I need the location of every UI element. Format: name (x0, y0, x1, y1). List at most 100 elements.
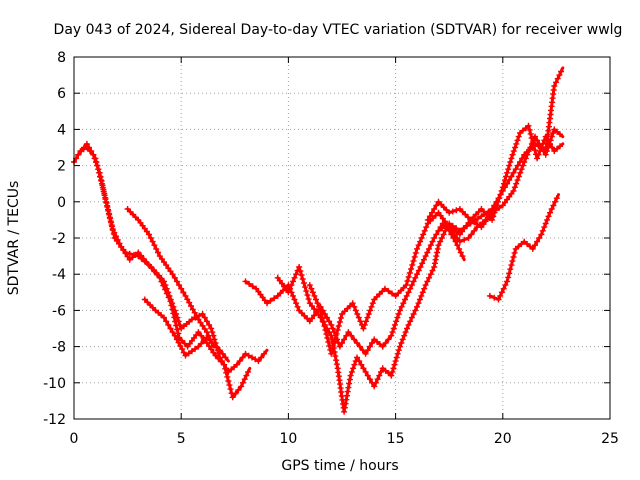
data-point (171, 274, 178, 281)
y-tick-label: -2 (52, 231, 66, 247)
data-point (403, 292, 410, 299)
data-point (526, 126, 533, 133)
data-point (396, 307, 403, 314)
data-point (446, 209, 453, 216)
data-point (362, 368, 369, 375)
data-point (440, 231, 447, 238)
data-point (188, 348, 195, 355)
data-point (246, 280, 253, 287)
plot-frame (73, 56, 611, 420)
data-point (326, 318, 333, 325)
y-tick-label: -6 (52, 303, 66, 319)
data-point (347, 372, 354, 379)
data-point (414, 271, 420, 278)
data-point (453, 225, 460, 232)
data-point (170, 303, 177, 310)
y-tick-label: -4 (52, 267, 66, 283)
data-point (429, 238, 436, 245)
data-point (311, 292, 318, 299)
data-point (176, 321, 183, 328)
data-point (109, 223, 115, 230)
data-point (177, 342, 184, 349)
data-point (433, 231, 440, 238)
data-point (491, 294, 498, 301)
data-point (364, 372, 371, 379)
data-point (532, 147, 538, 154)
data-point (392, 358, 399, 365)
data-point (507, 159, 514, 165)
data-point (429, 267, 436, 274)
data-point (174, 326, 181, 333)
data-point (291, 274, 298, 281)
data-point (400, 300, 407, 307)
data-point (407, 318, 414, 325)
data-point (385, 336, 392, 343)
data-point (438, 235, 445, 241)
data-point (419, 260, 426, 267)
data-point (513, 180, 520, 187)
series-group (71, 66, 565, 415)
data-point (366, 376, 373, 383)
data-point (163, 318, 170, 325)
data-point (497, 191, 504, 198)
data-point (456, 245, 463, 252)
data-point (351, 336, 358, 343)
data-point (341, 408, 348, 415)
data-point (96, 169, 103, 176)
data-point (75, 151, 82, 158)
data-point (390, 365, 397, 372)
data-point (449, 208, 456, 215)
data-point (532, 242, 538, 249)
data-point (481, 210, 488, 217)
data-point (108, 219, 115, 226)
data-point (491, 209, 498, 216)
data-point (323, 331, 330, 338)
data-point (557, 143, 563, 150)
data-point (333, 361, 340, 368)
data-point (426, 245, 432, 252)
data-point (421, 285, 428, 292)
data-point (285, 289, 292, 296)
data-point (151, 242, 158, 249)
data-point (135, 253, 142, 260)
data-point (264, 300, 270, 307)
data-point (431, 206, 438, 212)
data-point (442, 222, 449, 229)
data-point (222, 354, 229, 361)
data-point (508, 155, 515, 162)
data-point (509, 258, 516, 265)
series-5 (274, 224, 466, 415)
data-point (525, 122, 532, 129)
data-point (446, 220, 453, 227)
data-point (385, 288, 392, 295)
data-point (502, 282, 509, 289)
data-point (405, 289, 412, 296)
data-point (532, 133, 538, 140)
data-point (173, 336, 180, 343)
data-point (331, 338, 338, 345)
data-point (435, 242, 442, 249)
data-point (242, 278, 249, 285)
data-point (242, 350, 249, 357)
data-point (201, 337, 208, 344)
data-point (309, 289, 316, 296)
data-point (503, 173, 509, 180)
data-point (504, 278, 511, 285)
data-point (506, 270, 513, 277)
data-point (308, 285, 315, 292)
data-point (173, 278, 180, 285)
x-tick-label: 0 (70, 431, 79, 447)
data-point (408, 266, 415, 272)
x-ticks: 0 5 10 15 20 25 (70, 57, 619, 447)
data-point (414, 303, 420, 310)
data-point (407, 285, 414, 292)
data-point (364, 347, 371, 354)
data-point (409, 261, 416, 268)
data-point (507, 266, 514, 273)
data-point (306, 282, 313, 289)
data-point (510, 254, 517, 260)
data-point (417, 238, 424, 245)
data-point (506, 162, 513, 169)
data-point (206, 321, 213, 328)
data-point (203, 329, 210, 336)
